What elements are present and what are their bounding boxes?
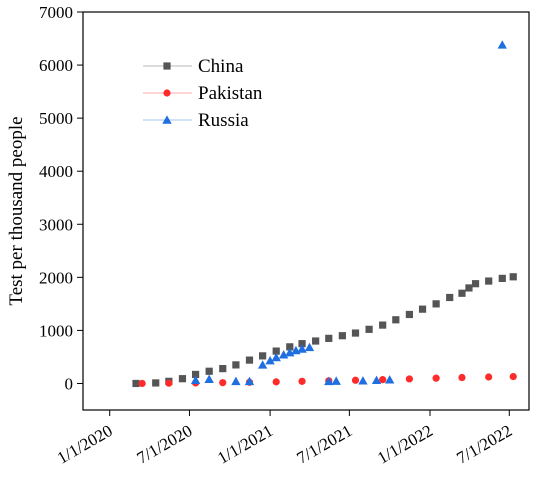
- china-point: [446, 293, 454, 302]
- legend-marker-china: [163, 62, 171, 70]
- china-point: [219, 365, 227, 373]
- china-point: [178, 375, 187, 383]
- y-tick-label: 3000: [39, 215, 73, 234]
- china-point: [351, 329, 360, 337]
- y-tick-label: 2000: [39, 268, 73, 287]
- china-point: [509, 273, 517, 281]
- russia-point: [244, 376, 255, 386]
- china-point: [465, 284, 473, 292]
- y-axis-label: Test per thousand people: [6, 116, 27, 305]
- china-point: [191, 370, 200, 379]
- y-tick-label: 7000: [39, 3, 73, 22]
- china-point: [312, 337, 320, 345]
- pakistan-point: [405, 375, 413, 383]
- russia-point: [371, 375, 382, 385]
- x-tick-label: 1/1/2021: [214, 421, 276, 468]
- russia-point: [497, 40, 507, 49]
- china-point: [432, 300, 440, 308]
- pakistan-point: [351, 376, 360, 384]
- china-point: [272, 347, 280, 355]
- russia-point: [297, 344, 307, 353]
- pakistan-point: [509, 372, 517, 381]
- china-point: [392, 316, 400, 324]
- y-tick-label: 5000: [39, 109, 73, 128]
- y-tick-label: 0: [65, 374, 74, 393]
- legend-label-china: China: [198, 56, 244, 77]
- legend: China Pakistan Russia: [143, 56, 263, 131]
- china-point: [132, 379, 140, 388]
- x-tick-label: 1/1/2020: [54, 421, 116, 468]
- y-tick-label: 4000: [39, 162, 73, 181]
- russia-point: [358, 376, 368, 385]
- pakistan-point: [165, 379, 173, 387]
- russia-point: [304, 342, 315, 352]
- china-point: [245, 356, 254, 364]
- china-point: [232, 361, 240, 369]
- pakistan-point: [458, 373, 466, 382]
- china-point: [405, 310, 413, 319]
- pakistan-point: [432, 374, 440, 382]
- russia-point: [331, 376, 341, 385]
- x-tick-label: 7/1/2020: [134, 421, 196, 468]
- china-point: [498, 274, 506, 282]
- legend-label-pakistan: Pakistan: [198, 83, 263, 104]
- china-point: [458, 289, 466, 297]
- pakistan-point: [485, 373, 493, 381]
- china-point: [418, 305, 427, 313]
- legend-label-russia: Russia: [198, 110, 249, 131]
- russia-point: [190, 375, 201, 385]
- russia-point: [324, 376, 334, 386]
- x-tick-label: 7/1/2022: [453, 421, 515, 468]
- x-tick-label: 1/1/2022: [374, 421, 436, 468]
- pakistan-point: [379, 376, 387, 384]
- y-tick-label: 6000: [39, 56, 73, 75]
- data-marks: [132, 40, 517, 388]
- russia-point: [384, 375, 395, 384]
- china-point: [298, 340, 306, 348]
- russia-point: [204, 374, 214, 383]
- russia-point: [265, 355, 275, 365]
- russia-point: [271, 352, 281, 362]
- china-point: [286, 343, 294, 351]
- china-point: [379, 321, 387, 329]
- y-tick-label: 1000: [39, 321, 73, 340]
- plot-area: [82, 11, 530, 411]
- china-point: [259, 352, 267, 360]
- china-point: [152, 379, 160, 387]
- russia-point: [231, 376, 241, 386]
- legend-marker-russia: [162, 115, 172, 124]
- china-point: [338, 332, 346, 340]
- x-tick-label: 7/1/2021: [294, 421, 356, 468]
- china-point: [471, 280, 480, 288]
- pakistan-point: [272, 378, 280, 386]
- legend-marker-pakistan: [163, 89, 171, 97]
- russia-point: [285, 348, 295, 357]
- russia-point: [278, 350, 289, 359]
- pakistan-point: [138, 379, 146, 388]
- china-point: [325, 334, 333, 342]
- russia-point: [257, 360, 268, 369]
- china-point: [205, 367, 213, 375]
- china-point: [485, 277, 493, 285]
- pakistan-point: [298, 377, 306, 385]
- y-axis: 0 1000 2000 3000 4000 5000 6000 7000: [39, 3, 83, 393]
- china-point: [365, 325, 373, 333]
- x-axis: 1/1/2020 7/1/2020 1/1/2021 7/1/2021 1/1/2022…: [54, 410, 515, 468]
- pakistan-point: [219, 379, 227, 387]
